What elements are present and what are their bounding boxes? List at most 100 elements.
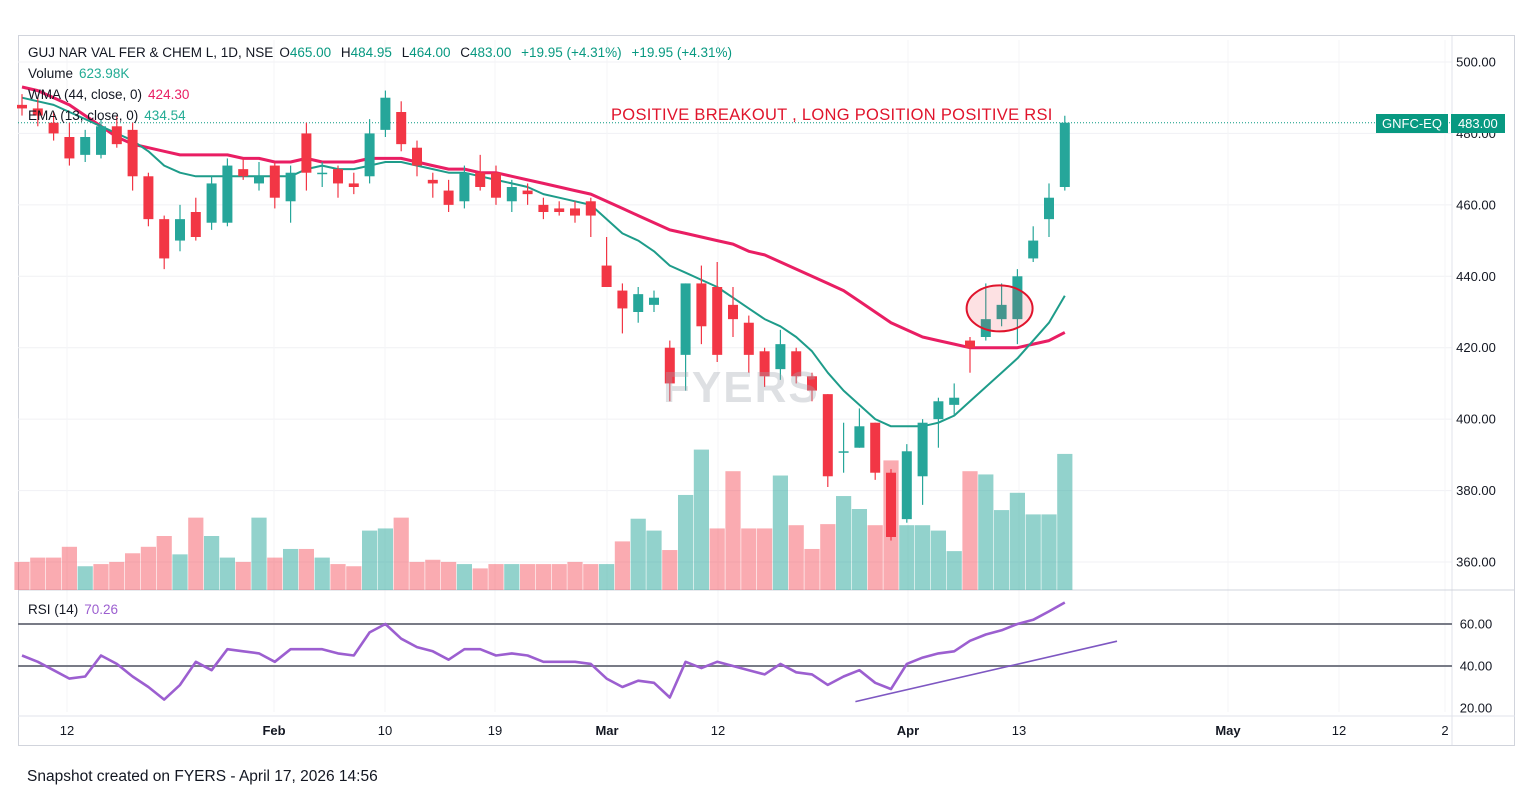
time-tick-label: 2 — [1441, 723, 1448, 738]
candle-body — [475, 172, 486, 187]
candle-body — [870, 422, 881, 473]
volume-bar — [614, 541, 630, 590]
candle — [64, 122, 75, 166]
candle-body — [412, 147, 422, 166]
snapshot-footer: Snapshot created on FYERS - April 17, 20… — [27, 768, 378, 785]
wma-legend[interactable]: WMA (44, close, 0) 424.30 — [28, 87, 195, 102]
volume-bar — [646, 530, 662, 590]
candle — [791, 347, 802, 384]
candle-body — [791, 351, 802, 377]
candle-body — [206, 183, 217, 223]
candle — [491, 165, 501, 205]
candle-body — [933, 401, 944, 420]
volume-bar — [709, 528, 725, 590]
candle — [712, 262, 723, 362]
volume-bar — [504, 564, 520, 590]
volume-bar — [330, 564, 346, 590]
symbol-title[interactable]: GUJ NAR VAL FER & CHEM L, 1D, NSE — [28, 45, 274, 60]
wma-label: WMA (44, close, 0) — [28, 87, 143, 102]
candle — [190, 197, 201, 241]
volume-bar — [61, 546, 77, 590]
price-tick-label: 360.00 — [1456, 555, 1496, 570]
volume-bar — [314, 557, 330, 590]
candle-body — [254, 176, 264, 184]
candle — [443, 179, 454, 212]
candle — [680, 283, 691, 391]
candle — [965, 337, 975, 373]
chart-frame — [18, 35, 1515, 746]
volume-bar — [962, 471, 978, 590]
volume-bar — [867, 525, 883, 590]
candle-body — [364, 133, 375, 177]
volume-bar — [472, 568, 488, 590]
open-value: 465.00 — [289, 45, 332, 60]
candle — [506, 179, 517, 212]
candle-body — [996, 304, 1007, 320]
candle — [475, 154, 486, 191]
candle — [633, 287, 644, 323]
time-tick-label: 12 — [60, 723, 74, 738]
candle-body — [949, 397, 960, 405]
candle-body — [269, 165, 280, 198]
volume-bar — [219, 557, 235, 590]
candle-body — [285, 172, 296, 202]
ema-label: EMA (13, close, 0) — [28, 108, 139, 123]
volume-bar — [583, 564, 599, 590]
candle-body — [696, 283, 707, 327]
candle — [459, 165, 470, 209]
volume-value: 623.98K — [79, 66, 130, 81]
candle — [538, 197, 549, 220]
high-label: H — [340, 45, 351, 60]
ema-legend[interactable]: EMA (13, close, 0) 434.54 — [28, 108, 192, 123]
volume-bar — [851, 509, 867, 590]
candle-body — [743, 322, 754, 355]
volume-bar — [662, 550, 678, 590]
volume-bar — [156, 536, 172, 590]
candle-body — [649, 297, 659, 305]
candles — [17, 90, 1070, 541]
candle-body — [838, 451, 849, 453]
candle — [317, 162, 328, 187]
candle-body — [222, 165, 233, 223]
candle-body — [96, 126, 106, 155]
volume-bar — [140, 546, 156, 590]
candle — [743, 315, 754, 373]
candle-body — [617, 290, 628, 309]
rsi-legend[interactable]: RSI (14) 70.26 — [28, 602, 124, 617]
volume-bar — [77, 566, 93, 590]
rsi-label: RSI (14) — [28, 602, 79, 617]
candle-body — [807, 376, 817, 391]
candle — [111, 115, 122, 148]
candle — [301, 122, 312, 191]
change-value-2: +19.95 (+4.31%) — [631, 45, 733, 60]
candle-body — [775, 344, 786, 370]
candle-body — [190, 212, 201, 237]
volume-bar — [599, 564, 615, 590]
candle — [649, 290, 659, 312]
candle — [32, 97, 43, 127]
volume-bar — [346, 566, 362, 590]
price-tick-label: 500.00 — [1456, 55, 1496, 70]
candle — [412, 140, 422, 177]
time-tick-label: 10 — [378, 723, 392, 738]
candle — [585, 197, 596, 237]
candle-body — [143, 176, 154, 220]
candle — [80, 129, 91, 162]
low-value: 464.00 — [409, 45, 451, 60]
candle-body — [301, 133, 312, 173]
wma-value: 424.30 — [148, 87, 190, 102]
ema-value: 434.54 — [144, 108, 186, 123]
volume-bar — [978, 474, 994, 590]
time-tick-label: Mar — [595, 723, 618, 738]
volume-bar — [630, 518, 646, 590]
volume-legend[interactable]: Volume 623.98K — [28, 66, 135, 81]
price-tick-label: 440.00 — [1456, 269, 1496, 284]
candle-body — [175, 219, 185, 241]
volume-bar — [930, 530, 946, 590]
volume-bar — [741, 528, 757, 590]
candle-body — [127, 129, 138, 177]
candle — [17, 94, 27, 116]
candle — [254, 162, 264, 191]
time-tick-label: May — [1215, 723, 1241, 738]
